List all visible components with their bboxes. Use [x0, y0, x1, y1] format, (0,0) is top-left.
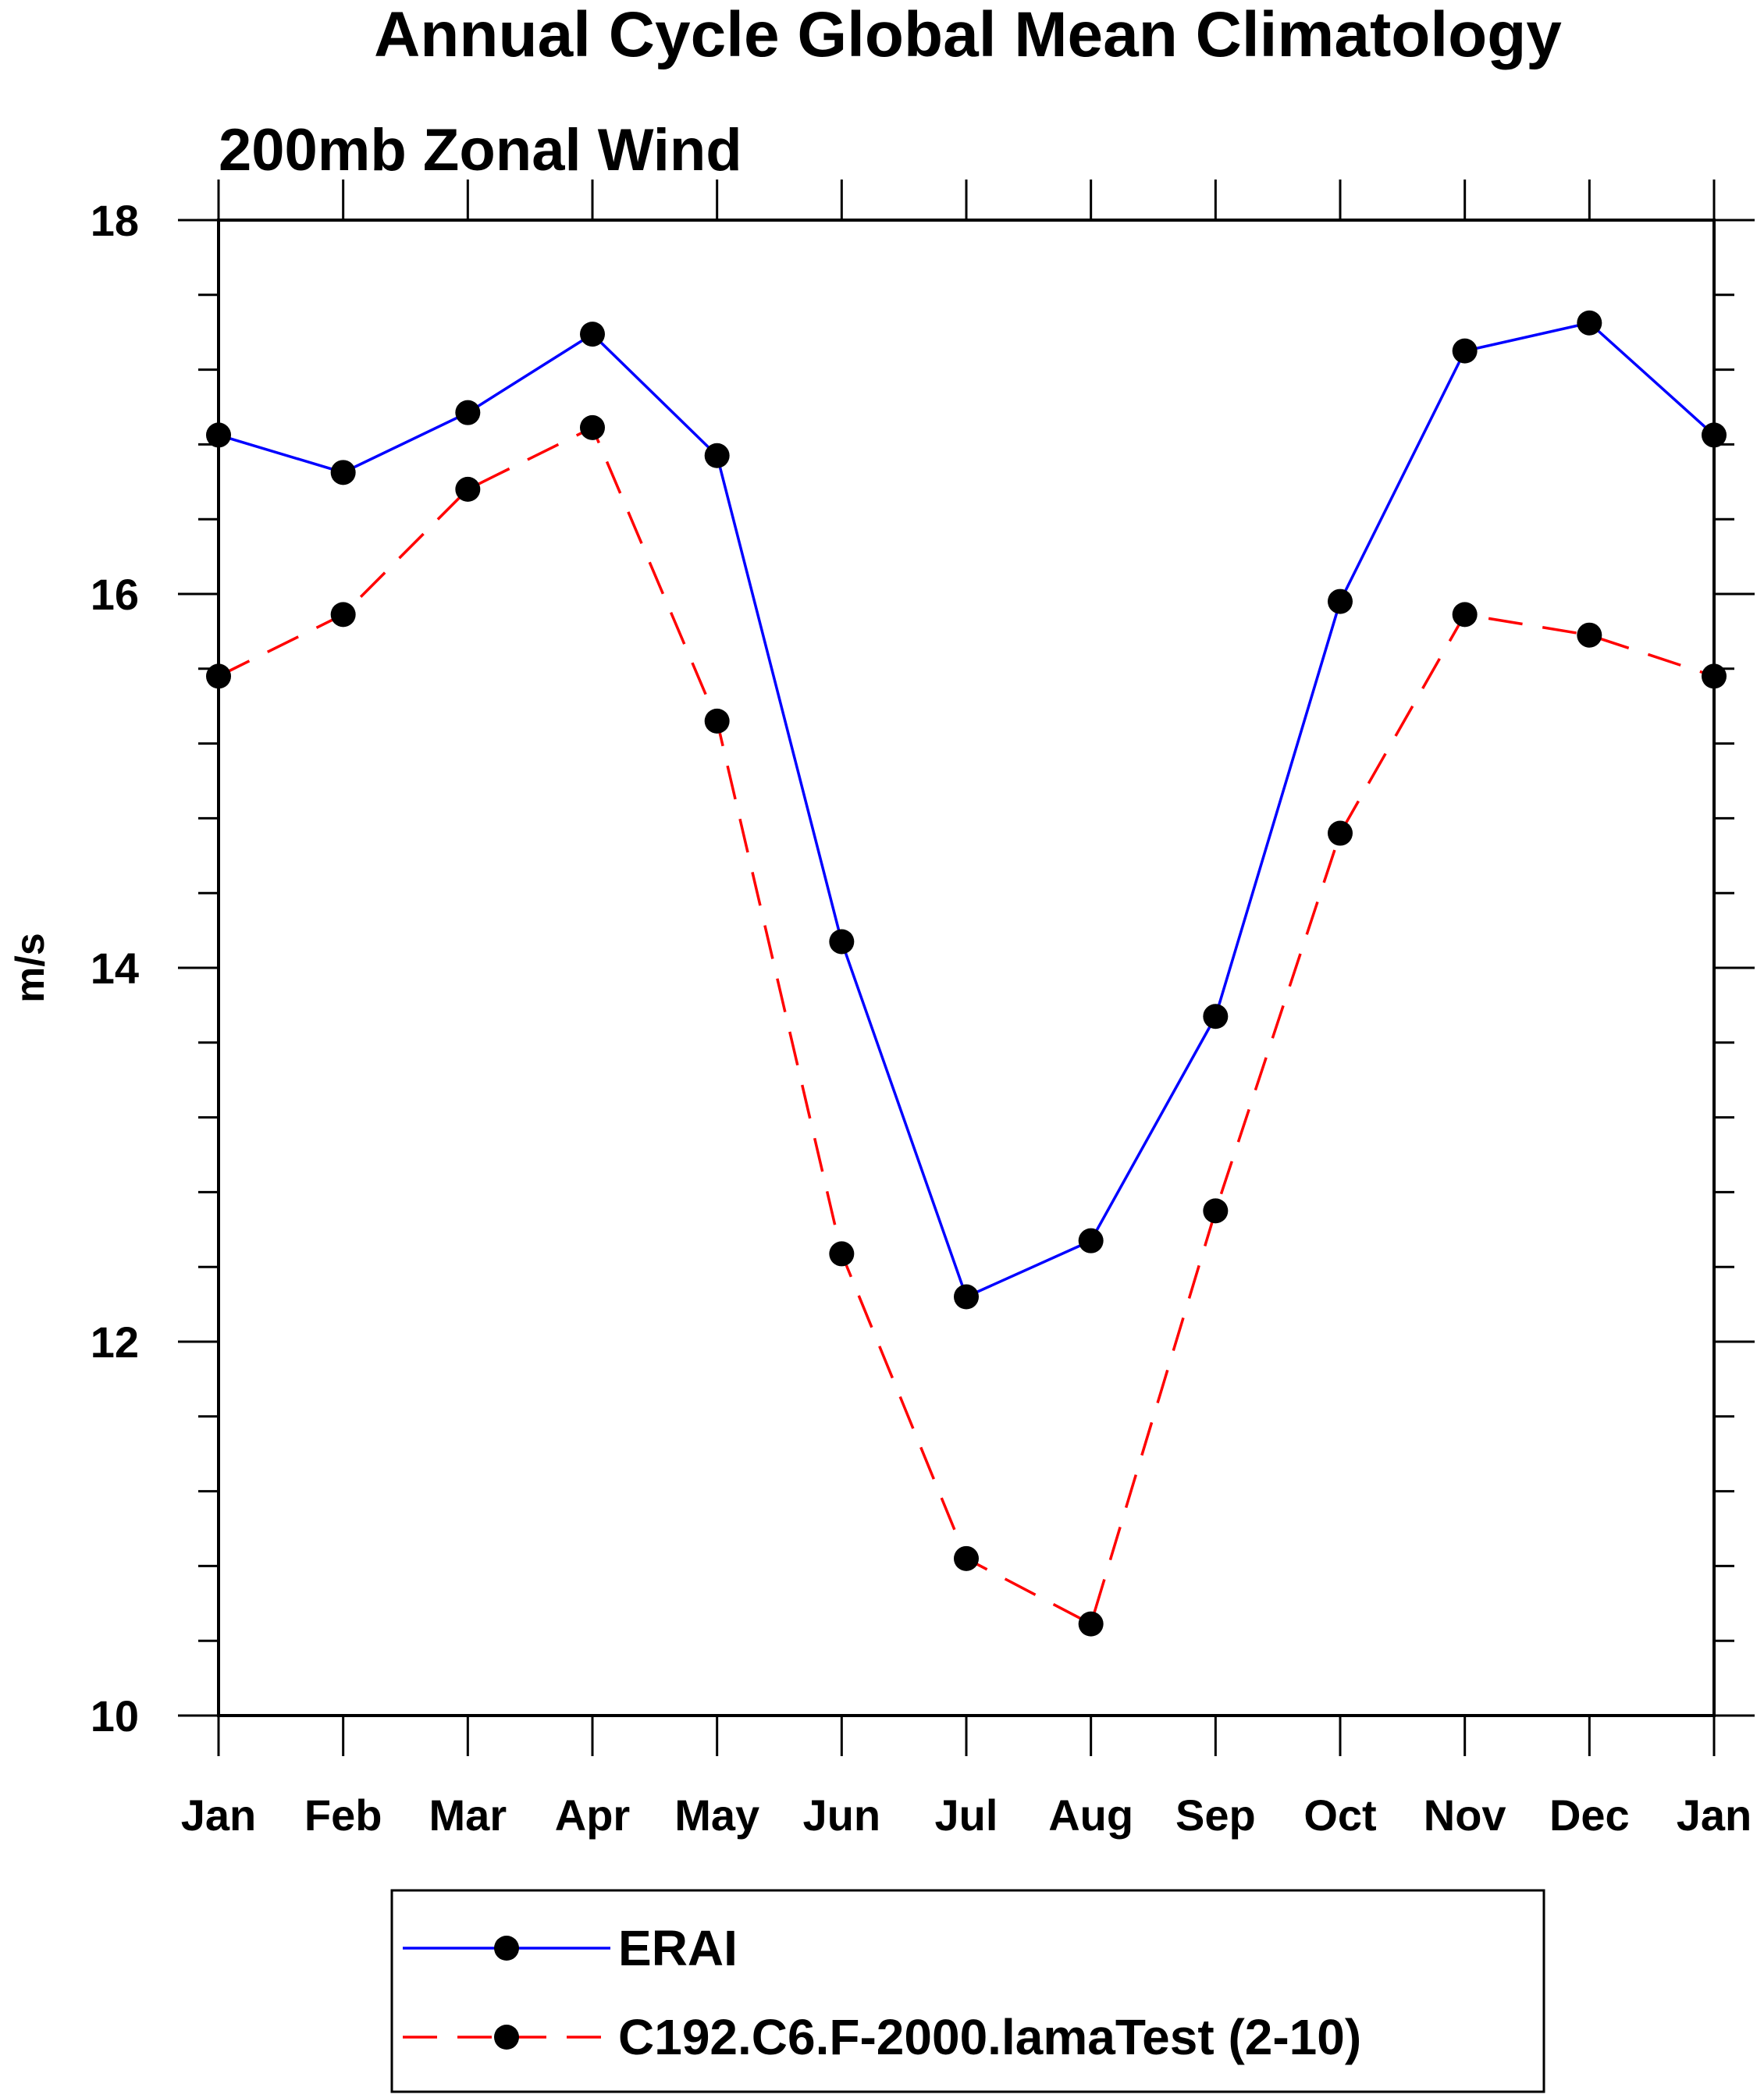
legend-marker	[494, 1936, 519, 1961]
data-point	[1328, 589, 1353, 614]
data-point	[1203, 1004, 1229, 1029]
tick-labels: Jan Feb Mar Apr May Jun Jul Aug Sep Oct Nov Dec Jan 1…	[91, 196, 1752, 1840]
legend-marker	[494, 2025, 519, 2050]
data-point	[455, 476, 481, 502]
x-tick-label: Aug	[1048, 1790, 1133, 1840]
y-tick-label: 14	[91, 944, 139, 993]
data-point	[1078, 1228, 1104, 1253]
y-tick-label: 18	[91, 196, 139, 245]
data-point	[1328, 820, 1353, 846]
chart-subtitle: 200mb Zonal Wind	[219, 117, 742, 183]
data-point	[1203, 1198, 1229, 1224]
series-line	[218, 321, 1716, 1299]
plot-frame	[217, 219, 1716, 1717]
x-tick-label: May	[674, 1790, 759, 1840]
data-point	[704, 443, 730, 468]
x-tick-label: Jan	[181, 1790, 257, 1840]
data-point	[330, 460, 356, 485]
x-tick-label: Jan	[1677, 1790, 1752, 1840]
data-point	[580, 414, 605, 440]
x-tick-label: Oct	[1303, 1790, 1376, 1840]
series-layer	[206, 310, 1727, 1637]
legend-entry: ERAI	[403, 1920, 738, 1976]
data-point	[1452, 338, 1478, 364]
legend-label: C192.C6.F-2000.lamaTest (2-10)	[618, 2009, 1361, 2065]
data-point	[829, 1241, 855, 1267]
legend-items: ERAI C192.C6.F-2000.lamaTest (2-10)	[403, 1920, 1361, 2065]
legend: ERAI C192.C6.F-2000.lamaTest (2-10)	[390, 1889, 1545, 2093]
data-point	[455, 400, 481, 425]
series-line	[218, 425, 1715, 1627]
series-2	[206, 414, 1727, 1637]
data-point	[1577, 310, 1602, 336]
data-point	[330, 602, 356, 628]
x-tick-label: Mar	[429, 1790, 507, 1840]
y-tick-label: 12	[91, 1317, 139, 1367]
chart-title: Annual Cycle Global Mean Climatology	[374, 0, 1562, 70]
data-point	[954, 1284, 979, 1310]
legend-entry: C192.C6.F-2000.lamaTest (2-10)	[403, 2009, 1361, 2065]
x-tick-label: Jun	[803, 1790, 881, 1840]
data-point	[1452, 602, 1478, 628]
x-tick-label: Feb	[304, 1790, 382, 1840]
x-tick-label: Apr	[555, 1790, 630, 1840]
data-point	[704, 708, 730, 734]
legend-label: ERAI	[618, 1920, 738, 1976]
series-1	[206, 310, 1727, 1310]
data-point	[954, 1545, 979, 1571]
data-point	[829, 929, 855, 955]
y-tick-label: 16	[91, 570, 139, 619]
x-tick-label: Sep	[1175, 1790, 1256, 1840]
axis-ticks	[178, 180, 1755, 1756]
y-tick-label: 10	[91, 1691, 139, 1741]
data-point	[1577, 622, 1602, 648]
legend-box	[390, 1889, 1545, 2093]
data-point	[580, 322, 605, 347]
y-axis-label: m/s	[8, 933, 53, 1003]
x-tick-label: Jul	[935, 1790, 998, 1840]
x-tick-label: Dec	[1549, 1790, 1630, 1840]
data-point	[1078, 1611, 1104, 1637]
x-tick-label: Nov	[1424, 1790, 1506, 1840]
